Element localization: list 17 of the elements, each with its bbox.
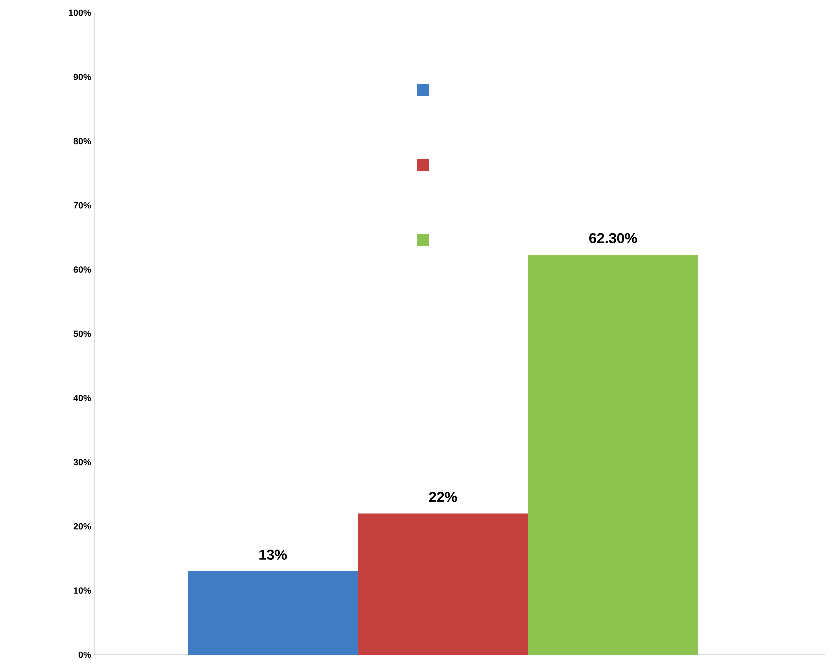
- y-tick-label: 40%: [74, 395, 92, 402]
- y-tick-label: 60%: [74, 266, 92, 273]
- data-label: 62.30%: [590, 233, 638, 244]
- bar: [358, 514, 528, 655]
- bar: [188, 572, 358, 655]
- y-tick-label: 30%: [74, 459, 92, 466]
- data-label: 13%: [260, 550, 288, 560]
- y-tick-label: 100%: [69, 10, 92, 16]
- y-tick-label: 70%: [74, 202, 92, 209]
- y-tick-label: 80%: [74, 138, 92, 145]
- data-label: 22%: [429, 492, 458, 502]
- y-tick-label: 10%: [74, 588, 92, 594]
- bar: [528, 255, 698, 655]
- y-tick-label: 0%: [78, 652, 92, 658]
- y-tick-label: 50%: [74, 330, 92, 338]
- y-tick-label: 90%: [74, 74, 92, 80]
- y-tick-label: 20%: [74, 523, 92, 530]
